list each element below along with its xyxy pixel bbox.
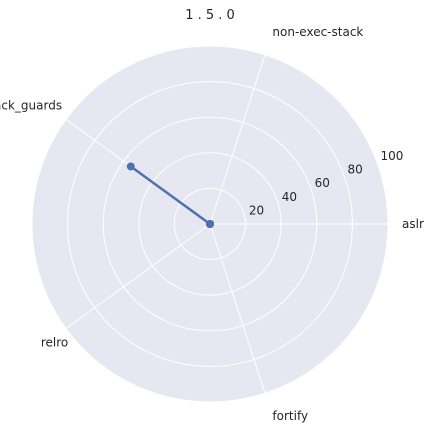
radial-tick-label: 60 xyxy=(315,176,330,190)
radial-tick-labels: 20 40 60 80 100 xyxy=(249,149,403,217)
chart-title: 1 . 5 . 0 xyxy=(185,8,235,23)
series-layer xyxy=(126,162,214,228)
data-point xyxy=(126,162,135,171)
grid-spoke xyxy=(209,223,266,394)
category-label: aslr xyxy=(402,217,424,231)
angular-grid xyxy=(65,54,388,394)
radial-tick-label: 100 xyxy=(380,149,403,163)
grid-spoke xyxy=(209,54,266,225)
category-label: non-exec-stack xyxy=(272,25,363,39)
category-label: relro xyxy=(41,336,68,350)
category-label: stack_guards xyxy=(0,98,62,112)
data-point xyxy=(206,220,214,228)
radial-tick-label: 20 xyxy=(249,203,264,217)
category-label: fortify xyxy=(272,409,308,423)
radial-tick-label: 80 xyxy=(348,163,363,177)
grid-spoke xyxy=(65,223,211,330)
radial-tick-label: 40 xyxy=(282,190,297,204)
